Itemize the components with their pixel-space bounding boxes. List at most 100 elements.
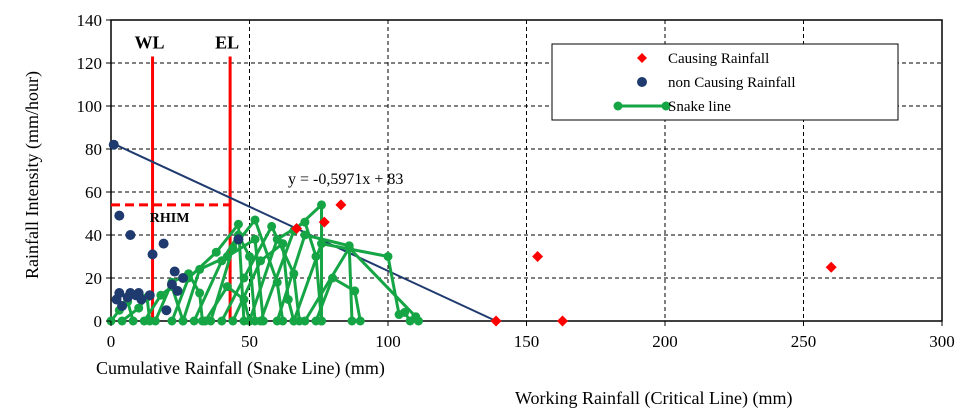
chart-labels: Rainfall Intensity (mm/hour) Cumulative …: [22, 71, 792, 409]
legend-label: Causing Rainfall: [668, 51, 769, 67]
causing-point: [318, 216, 330, 228]
x-axis-label-secondary: Working Rainfall (Critical Line) (mm): [515, 388, 792, 409]
snake-point: [150, 316, 160, 326]
snake-point: [195, 264, 205, 274]
non-causing-point: [158, 238, 169, 249]
snake-point: [355, 316, 365, 326]
equation-label: y = -0,5971x + 83: [288, 171, 403, 188]
y-tick-label: 80: [85, 140, 102, 159]
snake-point: [228, 316, 238, 326]
x-tick-label: 50: [241, 332, 258, 351]
y-tick-label: 40: [85, 226, 102, 245]
non-causing-point: [117, 300, 128, 311]
y-tick-label: 60: [85, 183, 102, 202]
x-tick-label: 150: [514, 332, 540, 351]
snake-point: [256, 256, 266, 266]
causing-point: [490, 315, 502, 327]
snake-point: [134, 303, 144, 313]
snake-point: [344, 243, 354, 253]
snake-point: [217, 256, 227, 266]
snake-point: [300, 316, 310, 326]
non-causing-point: [125, 230, 136, 240]
y-tick-label: 20: [85, 269, 102, 288]
threshold-label-wl: WL: [135, 33, 165, 53]
legend-circle-icon: [637, 77, 647, 87]
non-causing-point: [114, 288, 125, 299]
snake-point: [156, 290, 166, 300]
snake-point: [117, 316, 127, 326]
non-causing-point: [178, 273, 189, 283]
non-causing-point: [147, 249, 158, 260]
snake-point: [256, 316, 266, 326]
snake-point: [300, 230, 310, 240]
snake-point: [139, 316, 149, 326]
snake-point: [328, 273, 338, 283]
x-axis-label: Cumulative Rainfall (Snake Line) (mm): [96, 358, 385, 379]
x-tick-label: 300: [929, 332, 955, 351]
snake-point: [317, 239, 327, 249]
legend-label: non Causing Rainfall: [668, 75, 796, 91]
non-causing-point: [108, 139, 119, 150]
legend-line-marker: [661, 101, 671, 111]
snake-line: [275, 233, 354, 322]
snake-point: [400, 307, 410, 317]
y-tick-labels: 0 20 40 60 80 100 120 140: [77, 11, 111, 331]
non-causing-point: [114, 210, 125, 221]
snake-point: [350, 286, 360, 296]
causing-point: [532, 251, 544, 262]
y-tick-label: 140: [77, 11, 103, 30]
threshold-label-el: EL: [215, 33, 239, 53]
threshold-lines: WL EL RHIM: [111, 33, 239, 321]
snake-point: [250, 234, 260, 244]
snake-point: [311, 316, 321, 326]
snake-point: [317, 200, 327, 210]
snake-point: [167, 316, 177, 326]
snake-point: [413, 316, 423, 326]
legend-line-marker: [613, 101, 623, 111]
legend-diamond-icon: [637, 53, 647, 63]
snake-point: [217, 316, 227, 326]
causing-point: [825, 261, 837, 273]
snake-point: [267, 221, 277, 231]
snake-lines: [106, 200, 423, 326]
legend-box: [551, 43, 899, 121]
snake-point: [239, 295, 249, 304]
snake-line: [170, 222, 246, 322]
legend: Causing Rainfall non Causing Rainfall Snak…: [551, 43, 899, 121]
y-axis-label: Rainfall Intensity (mm/hour): [22, 71, 43, 279]
x-tick-label: 0: [107, 332, 116, 351]
snake-point: [250, 215, 260, 225]
snake-point: [347, 316, 357, 326]
snake-point: [239, 273, 249, 283]
snake-line: [314, 276, 362, 322]
causing-points: [291, 199, 837, 327]
causing-point: [335, 199, 347, 211]
non-causing-point: [233, 234, 244, 245]
snake-line: [259, 203, 324, 322]
snake-point: [228, 243, 238, 253]
y-tick-label: 120: [77, 54, 103, 73]
legend-label: Snake line: [668, 99, 731, 115]
snake-point: [383, 252, 393, 261]
x-tick-label: 200: [652, 332, 678, 351]
snake-point: [178, 316, 188, 326]
snake-point: [233, 219, 243, 229]
y-tick-label: 100: [77, 97, 103, 116]
non-causing-point: [136, 294, 147, 305]
non-causing-points: [108, 139, 244, 316]
causing-point: [557, 315, 569, 327]
non-causing-point: [172, 285, 183, 296]
snake-point: [272, 234, 282, 244]
non-causing-point: [169, 266, 180, 277]
rhim-label: RHIM: [150, 211, 190, 226]
x-tick-label: 250: [791, 332, 817, 351]
x-tick-labels: 0 50 100 150 200 250 300: [107, 321, 955, 351]
non-causing-point: [144, 290, 155, 301]
snake-point: [245, 252, 254, 261]
causing-point: [291, 223, 303, 235]
snake-line: [203, 285, 251, 322]
snake-point: [189, 316, 199, 326]
snake-point: [222, 282, 232, 292]
snake-point: [211, 247, 221, 257]
